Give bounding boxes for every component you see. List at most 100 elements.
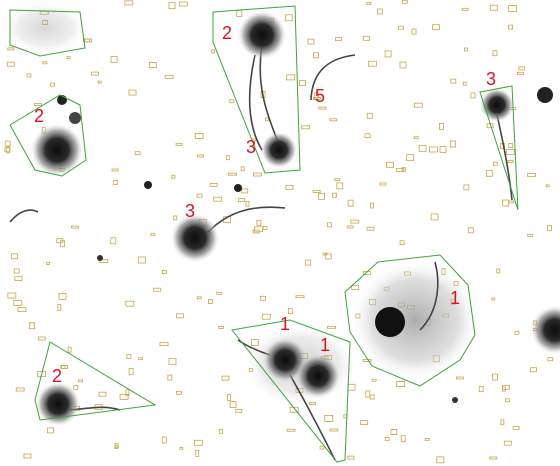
- speck: [264, 117, 269, 122]
- cell-label: 3: [185, 201, 195, 221]
- speck: [307, 38, 315, 45]
- speck: [71, 225, 79, 229]
- speck: [67, 346, 72, 353]
- speck: [171, 174, 176, 179]
- speck: [508, 24, 513, 30]
- speck: [4, 140, 11, 147]
- speck: [463, 47, 468, 52]
- cell-label: 2: [52, 366, 62, 386]
- speck: [411, 28, 417, 35]
- speck: [491, 297, 496, 301]
- speck: [14, 276, 23, 281]
- cell-label: 2: [34, 106, 44, 126]
- speck: [508, 5, 518, 12]
- speck: [430, 213, 439, 221]
- speck: [228, 172, 238, 176]
- speck: [287, 308, 293, 315]
- speck: [15, 387, 25, 392]
- cell-label: 3: [246, 137, 256, 157]
- labels: 2 5 3 2 3 3 1 1 1 2: [34, 23, 496, 386]
- cell-label: 1: [450, 288, 460, 308]
- speck: [153, 287, 162, 292]
- speck: [126, 354, 132, 359]
- speck: [366, 112, 373, 119]
- speck: [284, 14, 293, 22]
- speck: [175, 390, 182, 395]
- speck: [370, 202, 374, 209]
- speck: [197, 154, 204, 158]
- speck: [161, 436, 167, 444]
- speck: [289, 406, 299, 413]
- speck: [335, 37, 342, 41]
- speck: [112, 180, 118, 185]
- speck: [6, 146, 11, 154]
- speck: [50, 82, 55, 87]
- speck: [449, 140, 456, 148]
- speck: [467, 227, 474, 234]
- speck: [175, 142, 183, 146]
- speck: [400, 435, 406, 443]
- speck: [119, 393, 129, 400]
- speck: [66, 56, 71, 59]
- speck: [406, 154, 415, 162]
- speck: [209, 182, 218, 187]
- speck: [295, 295, 305, 299]
- speck: [478, 386, 484, 392]
- cell-label: 2: [222, 23, 232, 43]
- speck: [260, 295, 266, 301]
- speck: [194, 132, 204, 139]
- speck: [547, 357, 554, 362]
- speck: [219, 428, 223, 434]
- speck: [350, 219, 360, 224]
- cell-label: 1: [320, 335, 330, 355]
- speck: [384, 436, 390, 441]
- speck: [347, 455, 355, 460]
- speck: [110, 237, 117, 245]
- speck: [331, 192, 337, 198]
- speck: [424, 437, 430, 441]
- speck: [7, 292, 17, 299]
- speck: [196, 193, 203, 198]
- speck: [128, 89, 137, 96]
- speck: [432, 24, 440, 31]
- speck: [489, 4, 498, 11]
- speck: [362, 35, 370, 41]
- speck: [23, 453, 32, 459]
- speck: [178, 1, 188, 7]
- speck: [485, 169, 493, 177]
- speck: [175, 313, 184, 319]
- speck: [462, 81, 467, 86]
- speck: [527, 172, 536, 177]
- speck: [461, 7, 469, 11]
- speck: [301, 125, 311, 130]
- speck: [492, 161, 498, 166]
- speck: [29, 322, 35, 330]
- speck: [164, 74, 174, 79]
- speck: [385, 161, 394, 168]
- speck: [336, 182, 344, 190]
- speck: [512, 425, 520, 430]
- speck: [124, 0, 134, 6]
- speck: [313, 52, 320, 59]
- speck: [504, 398, 510, 403]
- speck: [312, 189, 321, 193]
- speck: [168, 358, 177, 366]
- speck: [312, 97, 321, 100]
- speck: [97, 80, 102, 84]
- speck: [367, 60, 377, 67]
- speck: [168, 2, 176, 9]
- speck: [329, 118, 338, 122]
- speck: [254, 226, 264, 233]
- speck: [229, 401, 237, 409]
- speck: [73, 384, 79, 390]
- speck: [489, 456, 498, 460]
- speck: [148, 62, 157, 68]
- speck: [150, 232, 156, 236]
- speck: [125, 389, 130, 397]
- speck: [34, 103, 42, 106]
- speck: [128, 368, 134, 375]
- speck: [83, 38, 90, 43]
- speck: [384, 50, 392, 58]
- speck: [179, 446, 184, 450]
- speck: [216, 291, 223, 295]
